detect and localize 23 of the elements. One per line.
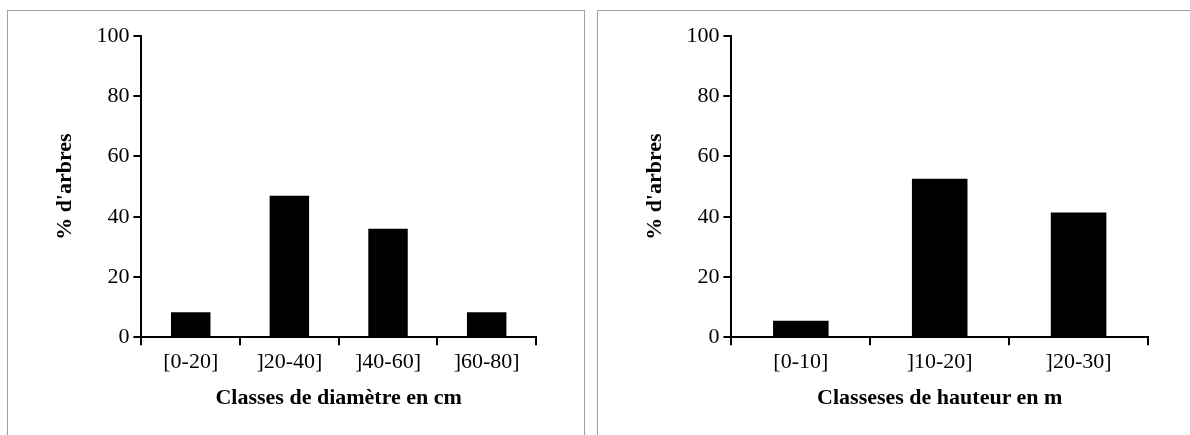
y-tick-label: 60	[107, 142, 130, 168]
y-tick-label: 40	[107, 202, 130, 228]
x-tick-label: ]20-40]	[256, 348, 323, 374]
y-axis-title: % d'arbres	[50, 132, 76, 240]
x-tick-label: ]40-60]	[355, 348, 422, 374]
x-axis-title: Classes de diamètre en cm	[215, 384, 462, 410]
y-tick-label: 40	[697, 202, 720, 228]
y-tick-label: 80	[107, 82, 130, 108]
x-axis-title: Classeses de hauteur en m	[817, 384, 1063, 410]
y-tick-label: 20	[697, 262, 720, 288]
x-tick-label: ]20-30]	[1045, 348, 1112, 374]
x-tick-label: [0-10]	[773, 348, 829, 374]
y-axis-title: % d'arbres	[640, 132, 666, 240]
y-tick-label: 0	[118, 322, 130, 348]
x-tick-label: ]10-20]	[906, 348, 973, 374]
x-tick-label: [0-20]	[163, 348, 219, 374]
x-tick-label: ]60-80]	[453, 348, 520, 374]
y-tick-label: 80	[697, 82, 720, 108]
y-tick-label: 100	[686, 21, 720, 47]
y-tick-label: 20	[107, 262, 130, 288]
y-tick-label: 60	[697, 142, 720, 168]
y-tick-label: 0	[708, 322, 720, 348]
y-tick-label: 100	[96, 21, 130, 47]
